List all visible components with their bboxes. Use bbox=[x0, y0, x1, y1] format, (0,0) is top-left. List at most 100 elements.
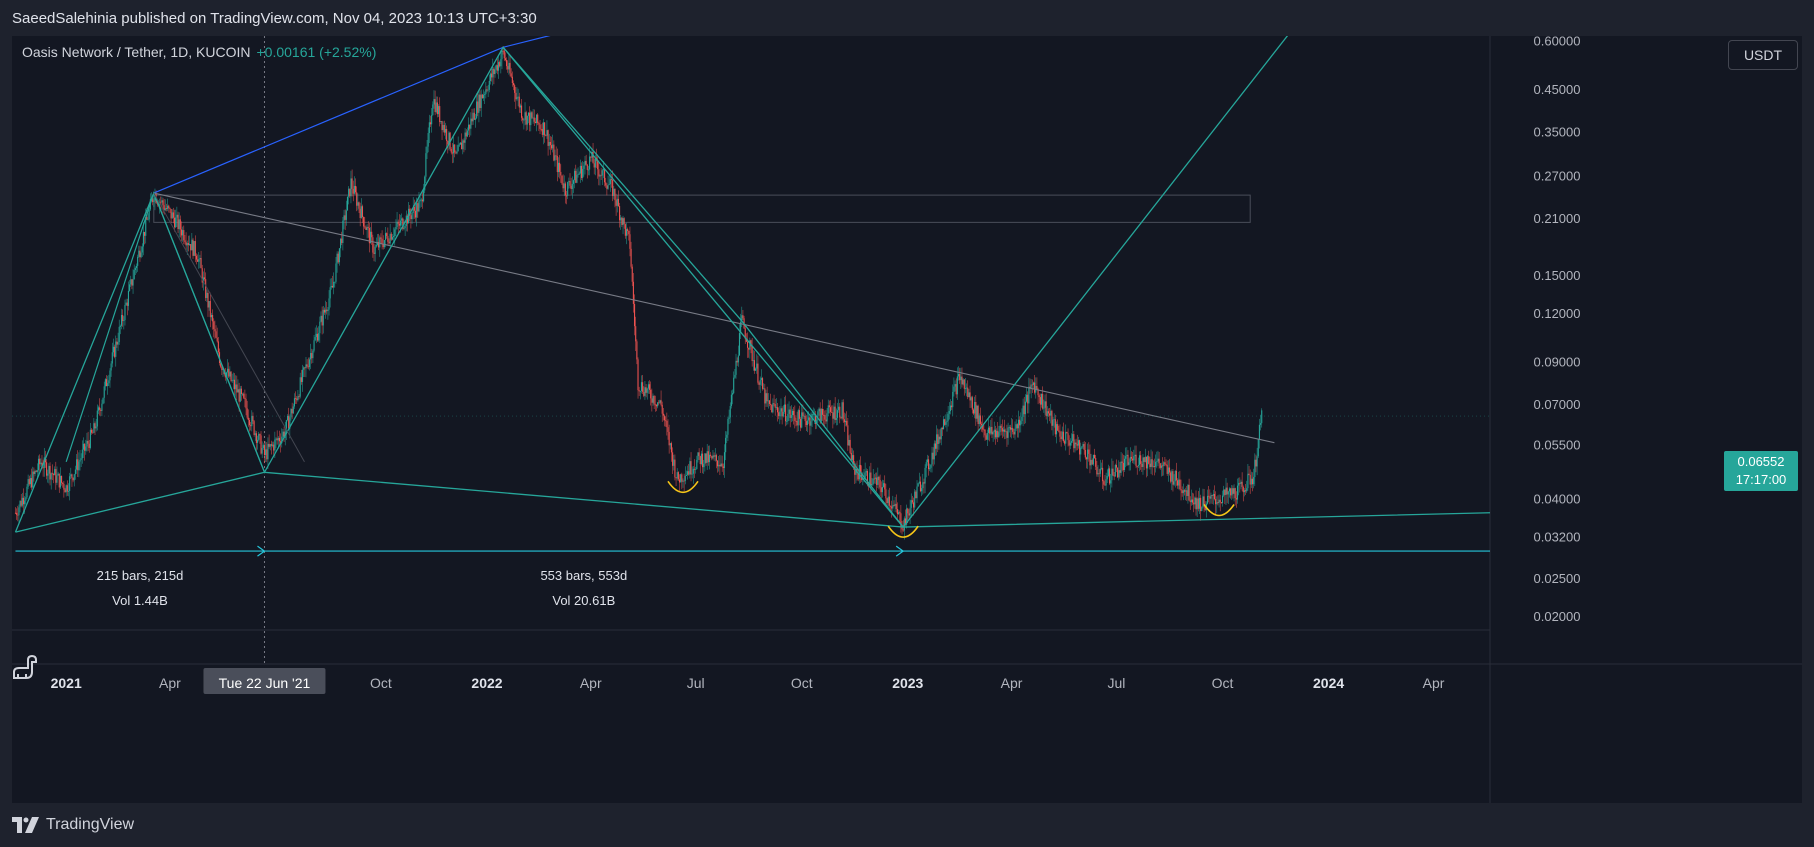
candle-body bbox=[810, 421, 812, 426]
candle-body bbox=[278, 437, 281, 442]
candle-body bbox=[84, 443, 86, 451]
candle-body bbox=[711, 455, 713, 459]
candle-body bbox=[948, 411, 950, 414]
candle-body bbox=[916, 486, 918, 499]
tradingview-name: TradingView bbox=[46, 816, 135, 833]
candle-body bbox=[819, 408, 821, 422]
candle-body bbox=[931, 452, 933, 465]
candle-body bbox=[1182, 490, 1184, 494]
candle-body bbox=[54, 469, 56, 476]
candle-body bbox=[659, 400, 661, 403]
candle-body bbox=[1113, 475, 1115, 477]
candle-body bbox=[116, 341, 118, 345]
candle-body bbox=[340, 238, 342, 249]
candle-body bbox=[585, 160, 587, 165]
candle-body bbox=[760, 378, 762, 381]
symbol-legend[interactable]: Oasis Network / Tether, 1D, KUCOIN +0.001… bbox=[22, 44, 376, 60]
candle-body bbox=[898, 512, 900, 515]
candle-body bbox=[657, 402, 659, 407]
candle-body bbox=[1121, 461, 1123, 463]
candle-body bbox=[335, 263, 337, 282]
price-chart[interactable]: 215 bars, 215d Vol 1.44B 553 bars, 553d Vol… bbox=[12, 36, 1802, 803]
candle-body bbox=[805, 421, 807, 425]
candle-body bbox=[919, 481, 922, 492]
candle-body bbox=[966, 387, 968, 389]
candle-body bbox=[996, 430, 998, 438]
candle-body bbox=[765, 393, 767, 404]
candle-body bbox=[16, 512, 18, 515]
candle-body bbox=[915, 491, 917, 499]
candle-body bbox=[589, 156, 591, 170]
candle-body bbox=[1032, 382, 1035, 385]
candle-body bbox=[594, 157, 596, 168]
candle-body bbox=[295, 398, 297, 400]
candle-body bbox=[733, 377, 735, 394]
candle-body bbox=[610, 179, 613, 180]
candle-body bbox=[384, 233, 387, 241]
candle-body bbox=[606, 185, 608, 189]
candle-body bbox=[737, 355, 739, 363]
candle-body bbox=[651, 398, 653, 403]
candle-body bbox=[732, 393, 734, 395]
candle-body bbox=[1227, 491, 1229, 495]
currency-button[interactable]: USDT bbox=[1728, 40, 1798, 70]
candle-body bbox=[1140, 455, 1142, 464]
candle-body bbox=[512, 83, 515, 86]
candle-body bbox=[1103, 481, 1105, 485]
price-tick-label: 0.21000 bbox=[1534, 211, 1581, 226]
candle-body bbox=[833, 406, 835, 419]
candle-body bbox=[1256, 456, 1258, 467]
candle-body bbox=[592, 151, 594, 164]
candle-body bbox=[655, 404, 658, 407]
dino-icon[interactable] bbox=[10, 652, 40, 687]
last-price-tag: 0.06552 17:17:00 bbox=[1724, 451, 1798, 491]
candle-body bbox=[598, 169, 600, 177]
candle-body bbox=[1119, 470, 1121, 473]
candle-body bbox=[312, 350, 314, 359]
candle-body bbox=[93, 423, 95, 433]
candle-body bbox=[456, 151, 458, 154]
candle-body bbox=[431, 115, 433, 125]
candle-body bbox=[233, 379, 236, 390]
candle-body bbox=[702, 453, 704, 468]
candle-body bbox=[883, 483, 885, 487]
candle-body bbox=[209, 301, 211, 318]
candle-body bbox=[533, 117, 535, 122]
candle-body bbox=[239, 388, 241, 402]
candle-body bbox=[763, 388, 765, 390]
candle-body bbox=[178, 219, 180, 230]
candle-body bbox=[1022, 405, 1024, 417]
candle-body bbox=[538, 123, 540, 125]
candle-body bbox=[511, 76, 513, 84]
candle-body bbox=[1012, 427, 1014, 432]
candle-body bbox=[466, 130, 468, 137]
candle-body bbox=[908, 513, 910, 516]
candle-body bbox=[969, 392, 971, 401]
candle-body bbox=[1052, 419, 1054, 426]
candle-body bbox=[577, 174, 579, 176]
candle-body bbox=[1072, 434, 1074, 442]
time-tick-label: Oct bbox=[370, 675, 392, 691]
candle-body bbox=[964, 388, 966, 389]
candle-body bbox=[446, 129, 448, 141]
candle-body bbox=[693, 468, 696, 470]
chart-frame[interactable]: 215 bars, 215d Vol 1.44B 553 bars, 553d Vol… bbox=[12, 36, 1802, 803]
candle-body bbox=[58, 473, 60, 488]
candle-body bbox=[615, 200, 617, 206]
candle-body bbox=[479, 94, 481, 108]
candle-body bbox=[1174, 470, 1176, 482]
candle-body bbox=[1059, 431, 1061, 437]
candle-body bbox=[576, 174, 578, 183]
tradingview-logo[interactable]: TradingView bbox=[12, 816, 134, 834]
candle-body bbox=[1073, 434, 1075, 449]
candle-body bbox=[998, 432, 1000, 438]
candle-body bbox=[616, 198, 618, 206]
candle-body bbox=[124, 305, 126, 321]
candle-body bbox=[236, 384, 238, 393]
candle-body bbox=[1242, 486, 1244, 493]
candle-body bbox=[911, 500, 913, 503]
candle-body bbox=[719, 464, 721, 467]
candle-body bbox=[191, 239, 193, 251]
candle-body bbox=[429, 122, 432, 125]
candle-body bbox=[238, 389, 240, 402]
